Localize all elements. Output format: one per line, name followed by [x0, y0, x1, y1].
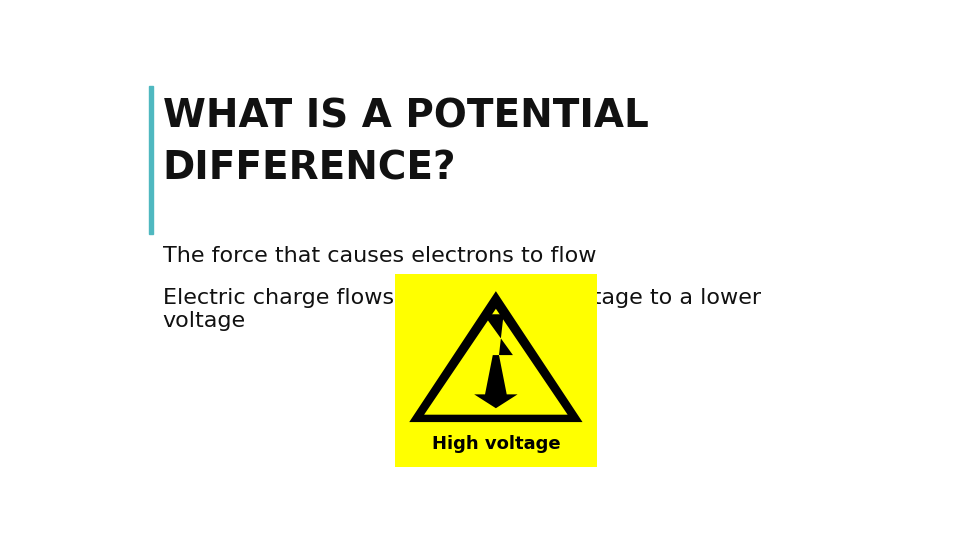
- Text: High voltage: High voltage: [432, 435, 561, 453]
- Bar: [150, 86, 154, 234]
- Polygon shape: [474, 314, 517, 408]
- Text: Electric charge flows from a higher voltage to a lower
voltage: Electric charge flows from a higher volt…: [162, 288, 760, 332]
- Text: DIFFERENCE?: DIFFERENCE?: [162, 150, 456, 187]
- Polygon shape: [424, 309, 567, 415]
- Bar: [396, 274, 596, 467]
- Text: WHAT IS A POTENTIAL: WHAT IS A POTENTIAL: [162, 97, 649, 135]
- Polygon shape: [409, 291, 583, 422]
- Text: The force that causes electrons to flow: The force that causes electrons to flow: [162, 246, 596, 266]
